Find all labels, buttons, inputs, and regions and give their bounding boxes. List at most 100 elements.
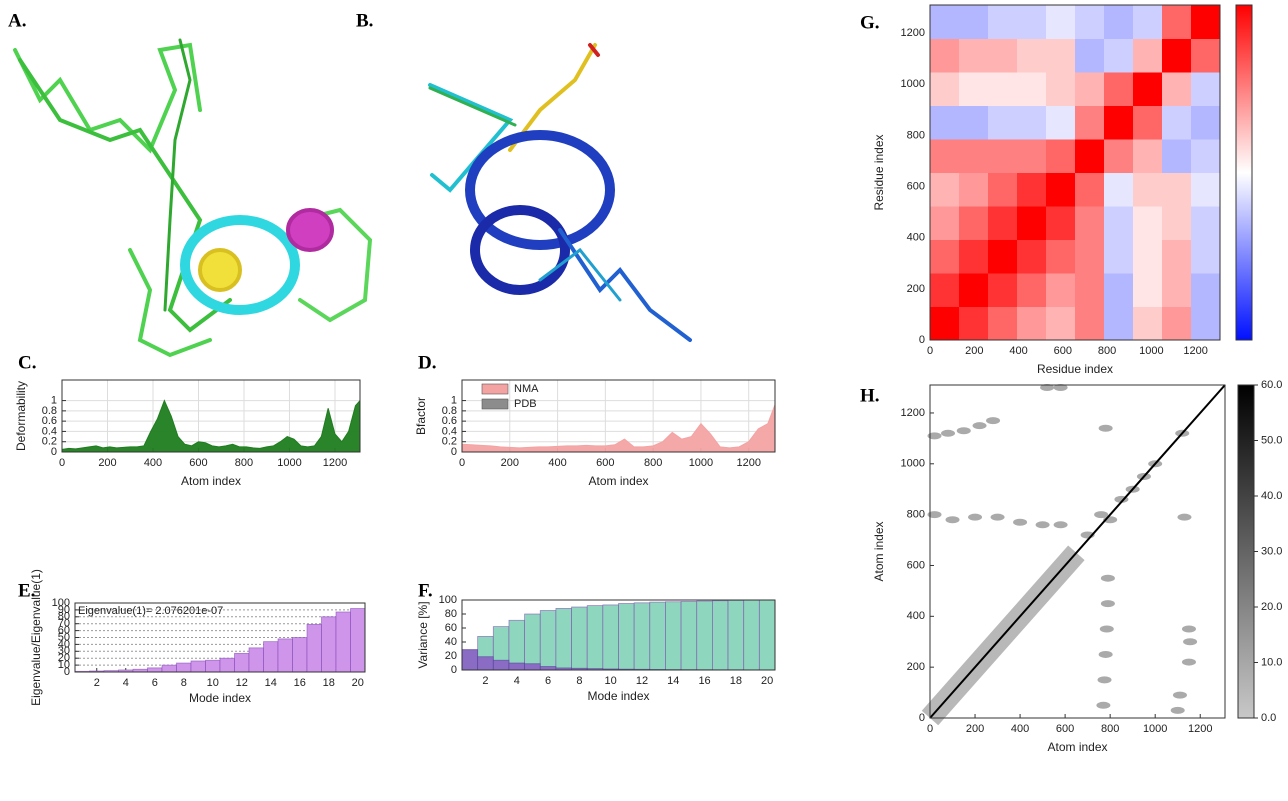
- contact-point: [1173, 692, 1187, 699]
- heatmap-cell: [1075, 273, 1105, 307]
- bar: [509, 663, 525, 670]
- heatmap-cell: [959, 5, 989, 39]
- y-axis-label: Residue index: [872, 134, 886, 210]
- heatmap-cell: [959, 307, 989, 341]
- x-axis-label: Mode index: [189, 691, 251, 705]
- heatmap-cell: [959, 39, 989, 73]
- heatmap-cell: [1075, 39, 1105, 73]
- x-tick-label: 14: [265, 677, 277, 689]
- heatmap-cell: [988, 206, 1018, 240]
- x-tick-label: 0: [459, 457, 465, 469]
- y-tick-label: 800: [907, 509, 925, 521]
- x-tick-label: 600: [1056, 723, 1074, 735]
- y-axis-label: Deformability: [14, 381, 28, 451]
- y-tick-label: 0: [919, 334, 925, 346]
- bar: [572, 607, 588, 670]
- contact-point: [1101, 575, 1115, 582]
- contact-point: [1100, 626, 1114, 633]
- contact-point: [1182, 659, 1196, 666]
- heatmap-cell: [1191, 106, 1221, 140]
- heatmap-cell: [1162, 39, 1192, 73]
- heatmap-cell: [930, 106, 960, 140]
- legend-label: NMA: [514, 383, 539, 395]
- y-tick-label: 1: [451, 394, 457, 406]
- heatmap-cell: [930, 173, 960, 207]
- heatmap-cell: [1017, 106, 1047, 140]
- panel-label: G.: [860, 12, 880, 33]
- heatmap-cell: [1017, 5, 1047, 39]
- heatmap-cell: [1162, 106, 1192, 140]
- panel-label: H.: [860, 385, 880, 406]
- x-tick-label: 18: [323, 677, 335, 689]
- heatmap-cell: [1046, 106, 1076, 140]
- bar: [525, 664, 541, 670]
- bar: [493, 660, 509, 670]
- x-axis-label: Atom index: [588, 474, 648, 488]
- heatmap-cell: [1191, 72, 1221, 106]
- panel-label: A.: [8, 10, 26, 31]
- heatmap-cell: [1075, 240, 1105, 274]
- x-tick-label: 0: [927, 723, 933, 735]
- heatmap-cell: [1191, 206, 1221, 240]
- x-tick-label: 1200: [1188, 723, 1212, 735]
- bar: [220, 658, 235, 672]
- bar: [697, 601, 713, 670]
- heatmap-cell: [1104, 206, 1134, 240]
- bar: [191, 661, 206, 672]
- colorbar-tick-label: 60.0: [1261, 379, 1282, 391]
- contact-point: [1099, 651, 1113, 658]
- bar: [278, 639, 293, 672]
- heatmap-cell: [1104, 173, 1134, 207]
- heatmap-cell: [1046, 307, 1076, 341]
- x-tick-label: 4: [514, 675, 520, 687]
- heatmap-cell: [1017, 139, 1047, 173]
- annotation: Eigenvalue(1)= 2.076201e-07: [78, 605, 223, 617]
- heatmap-cell: [1191, 5, 1221, 39]
- x-axis-label: Atom index: [1047, 740, 1107, 754]
- heatmap-cell: [1075, 139, 1105, 173]
- bar: [478, 657, 494, 670]
- x-tick-label: 12: [236, 677, 248, 689]
- heatmap-cell: [1162, 273, 1192, 307]
- y-tick-label: 80: [445, 608, 457, 620]
- heatmap-cell: [1046, 173, 1076, 207]
- heatmap-cell: [1017, 173, 1047, 207]
- x-tick-label: 800: [1101, 723, 1119, 735]
- colorbar: [1238, 385, 1254, 718]
- heatmap-cell: [959, 240, 989, 274]
- y-tick-label: 0.4: [442, 425, 457, 437]
- x-tick-label: 200: [501, 457, 519, 469]
- heatmap-cell: [988, 39, 1018, 73]
- heatmap-cell: [959, 106, 989, 140]
- x-axis-label: Mode index: [587, 689, 649, 703]
- heatmap-cell: [1017, 206, 1047, 240]
- y-tick-label: 800: [907, 129, 925, 141]
- x-tick-label: 400: [1009, 345, 1027, 357]
- y-tick-label: 100: [52, 597, 70, 609]
- bar: [206, 660, 221, 672]
- contact-point: [1182, 626, 1196, 633]
- heatmap-cell: [1075, 72, 1105, 106]
- bar: [162, 665, 177, 672]
- heatmap-cell: [1017, 240, 1047, 274]
- contact-point: [1171, 707, 1185, 714]
- bar: [712, 601, 728, 670]
- panel-label: D.: [418, 352, 436, 373]
- heatmap-cell: [930, 240, 960, 274]
- heatmap-cell: [1075, 5, 1105, 39]
- heatmap-cell: [1162, 139, 1192, 173]
- heatmap-cell: [930, 39, 960, 73]
- x-tick-label: 2: [482, 675, 488, 687]
- legend-swatch: [482, 399, 508, 409]
- figure: A. B. C.00.20.40.60.81020040060080010001…: [0, 0, 1288, 796]
- x-tick-label: 20: [352, 677, 364, 689]
- heatmap-cell: [930, 273, 960, 307]
- heatmap-cell: [988, 307, 1018, 341]
- heatmap-cell: [1046, 139, 1076, 173]
- y-tick-label: 0.2: [42, 436, 57, 448]
- x-tick-label: 10: [605, 675, 617, 687]
- y-tick-label: 200: [907, 283, 925, 295]
- x-tick-label: 800: [644, 457, 662, 469]
- contact-point: [941, 430, 955, 437]
- heatmap-cell: [1046, 72, 1076, 106]
